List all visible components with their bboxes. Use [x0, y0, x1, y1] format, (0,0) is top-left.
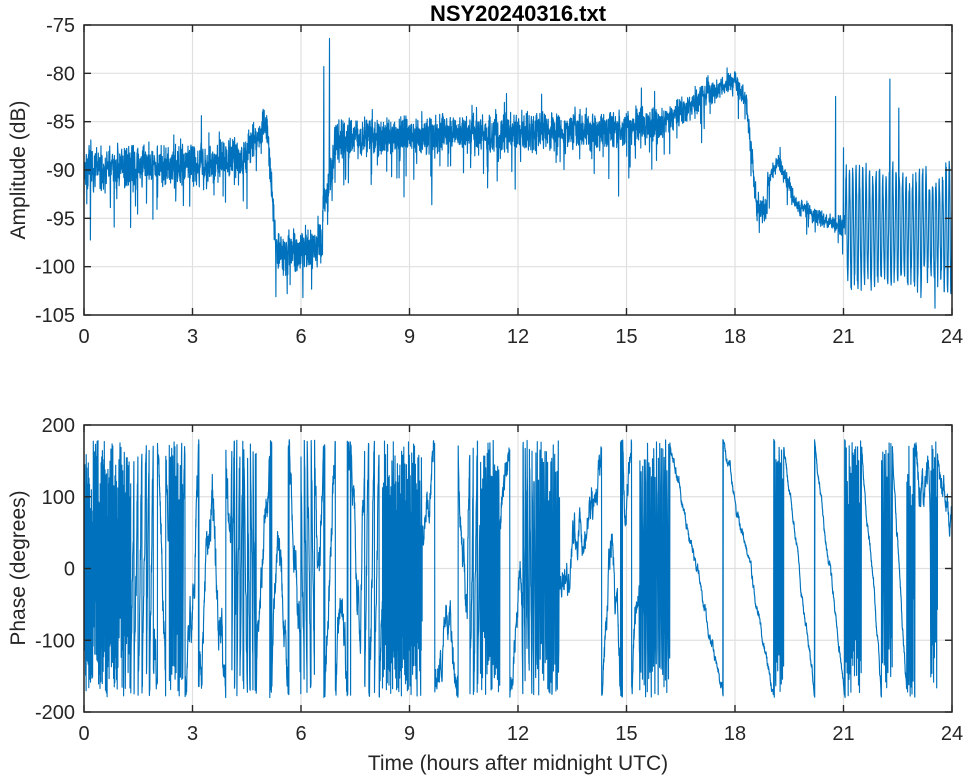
plot-title: NSY20240316.txt [429, 1, 607, 26]
y-tick-label: -85 [46, 112, 75, 134]
y-tick-label: -100 [35, 630, 75, 652]
y-tick-label: -200 [35, 702, 75, 724]
x-tick-label: 9 [404, 326, 415, 348]
x-tick-label: 12 [507, 723, 529, 745]
plot-phase: 0 3 6 9 12 15 18 21 24 -200 -100 0 100 200 [35, 415, 963, 745]
x-tick-label: 15 [615, 326, 637, 348]
y-tick-label: 100 [42, 487, 75, 509]
x-tick-label: 6 [295, 723, 306, 745]
y-tick-label: -75 [46, 15, 75, 37]
x-tick-label: 0 [78, 326, 89, 348]
x-tick-label: 6 [295, 326, 306, 348]
x-tick-label: 12 [507, 326, 529, 348]
amplitude-series-line [83, 37, 953, 309]
x-tick-label: 24 [941, 326, 963, 348]
y-tick-label: 200 [42, 415, 75, 437]
x-tick-label: 21 [832, 326, 854, 348]
y-tick-label: -95 [46, 208, 75, 230]
x-tick-label: 3 [187, 326, 198, 348]
phase-series-line [83, 438, 953, 699]
x-tick-label: 24 [941, 723, 963, 745]
y-tick-label: -80 [46, 63, 75, 85]
x-tick-label: 18 [724, 326, 746, 348]
x-tick-label: 3 [187, 723, 198, 745]
y-tick-label: -105 [35, 305, 75, 327]
y-tick-label: -90 [46, 160, 75, 182]
plot-amplitude: 0 3 6 9 12 15 18 21 24 -105 -100 -95 -90 -85 -80 -75 [35, 15, 963, 348]
x-tick-label: 21 [832, 723, 854, 745]
y-tick-label: -100 [35, 257, 75, 279]
time-xlabel: Time (hours after midnight UTC) [367, 752, 669, 775]
x-tick-label: 9 [404, 723, 415, 745]
x-tick-label: 0 [78, 723, 89, 745]
y-tick-label: 0 [64, 559, 75, 581]
x-tick-label: 18 [724, 723, 746, 745]
x-tick-label: 15 [615, 723, 637, 745]
